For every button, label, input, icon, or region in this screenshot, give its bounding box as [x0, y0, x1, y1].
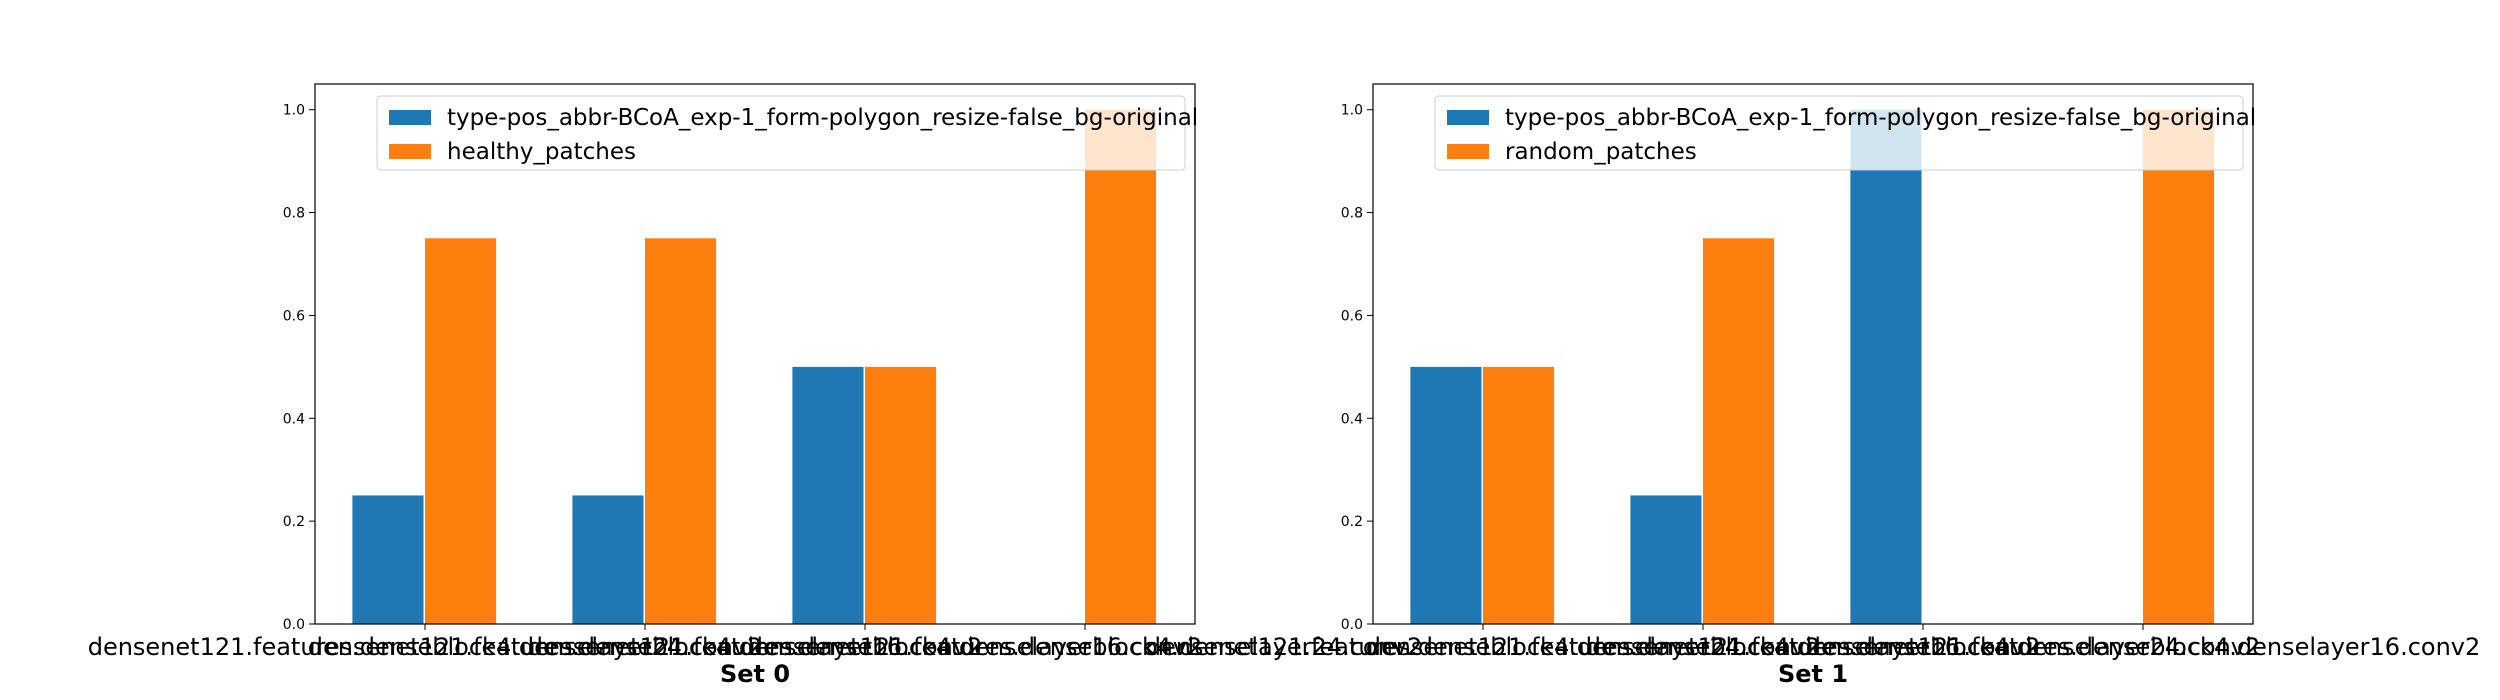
y-tick-label: 0.2 [283, 514, 305, 530]
bar [1085, 109, 1157, 624]
legend-entry-label: healthy_patches [447, 139, 636, 165]
y-tick-label: 1.0 [1341, 103, 1363, 119]
y-tick-label: 0.2 [1341, 514, 1363, 530]
x-axis-label: Set 1 [1778, 660, 1848, 688]
x-tick-label: densenet121.features.denseblock4.densela… [1146, 633, 1821, 661]
x-tick-label: densenet121.features.denseblock4.densela… [528, 633, 1203, 661]
y-tick-label: 0.6 [1341, 308, 1363, 324]
legend-swatch [1447, 144, 1489, 159]
bar [2143, 109, 2215, 624]
y-tick-label: 0.0 [1341, 617, 1363, 633]
axes-frame [314, 83, 1196, 625]
legend-entry-label: type-pos_abbr-BCoA_exp-1_form-polygon_re… [1505, 105, 2256, 131]
chart-1: 0.0 0.2 0.4 0.6 0.8 1.0 densenet121.features.d… [1146, 83, 2481, 688]
bar [1703, 238, 1775, 625]
bar [865, 366, 937, 624]
y-tick-label: 0.8 [1341, 206, 1363, 222]
bar [1850, 109, 1922, 624]
legend: type-pos_abbr-BCoA_exp-1_form-polygon_re… [1434, 95, 2256, 171]
x-tick-label: densenet121.features.denseblock4.densela… [1366, 633, 2041, 661]
legend-swatch [389, 144, 431, 159]
axes-frame [1372, 83, 2254, 625]
y-tick-label: 0.4 [1341, 411, 1363, 427]
legend-entry-label: type-pos_abbr-BCoA_exp-1_form-polygon_re… [447, 105, 1198, 131]
y-tick-label: 0.8 [283, 206, 305, 222]
bar [1630, 495, 1702, 624]
bar [352, 495, 424, 624]
x-tick-label: densenet121.features.denseblock4.densela… [88, 633, 763, 661]
legend-frame [1434, 95, 2244, 171]
legend-entry-label: random_patches [1505, 139, 1697, 165]
legend-frame [376, 95, 1186, 171]
y-tick-label: 0.4 [283, 411, 305, 427]
chart-0: 0.0 0.2 0.4 0.6 0.8 1.0 densenet121.features.d… [88, 83, 1423, 688]
x-axis-label: Set 0 [720, 660, 790, 688]
y-tick-label: 1.0 [283, 103, 305, 119]
bar [645, 238, 717, 625]
x-tick-label: densenet121.features.denseblock4.densela… [1586, 633, 2261, 661]
x-tick-label: densenet121.features.denseblock4.densela… [748, 633, 1423, 661]
y-tick-label: 0.6 [283, 308, 305, 324]
bar [1483, 366, 1555, 624]
y-tick-label: 0.0 [283, 617, 305, 633]
bar [792, 366, 864, 624]
legend-swatch [389, 110, 431, 125]
legend-swatch [1447, 110, 1489, 125]
legend: type-pos_abbr-BCoA_exp-1_form-polygon_re… [376, 95, 1198, 171]
x-tick-label: densenet121.features.denseblock4.densela… [1806, 633, 2481, 661]
bar [572, 495, 644, 624]
bar [1410, 366, 1482, 624]
bar [425, 238, 497, 625]
x-tick-label: densenet121.features.denseblock4.densela… [308, 633, 983, 661]
